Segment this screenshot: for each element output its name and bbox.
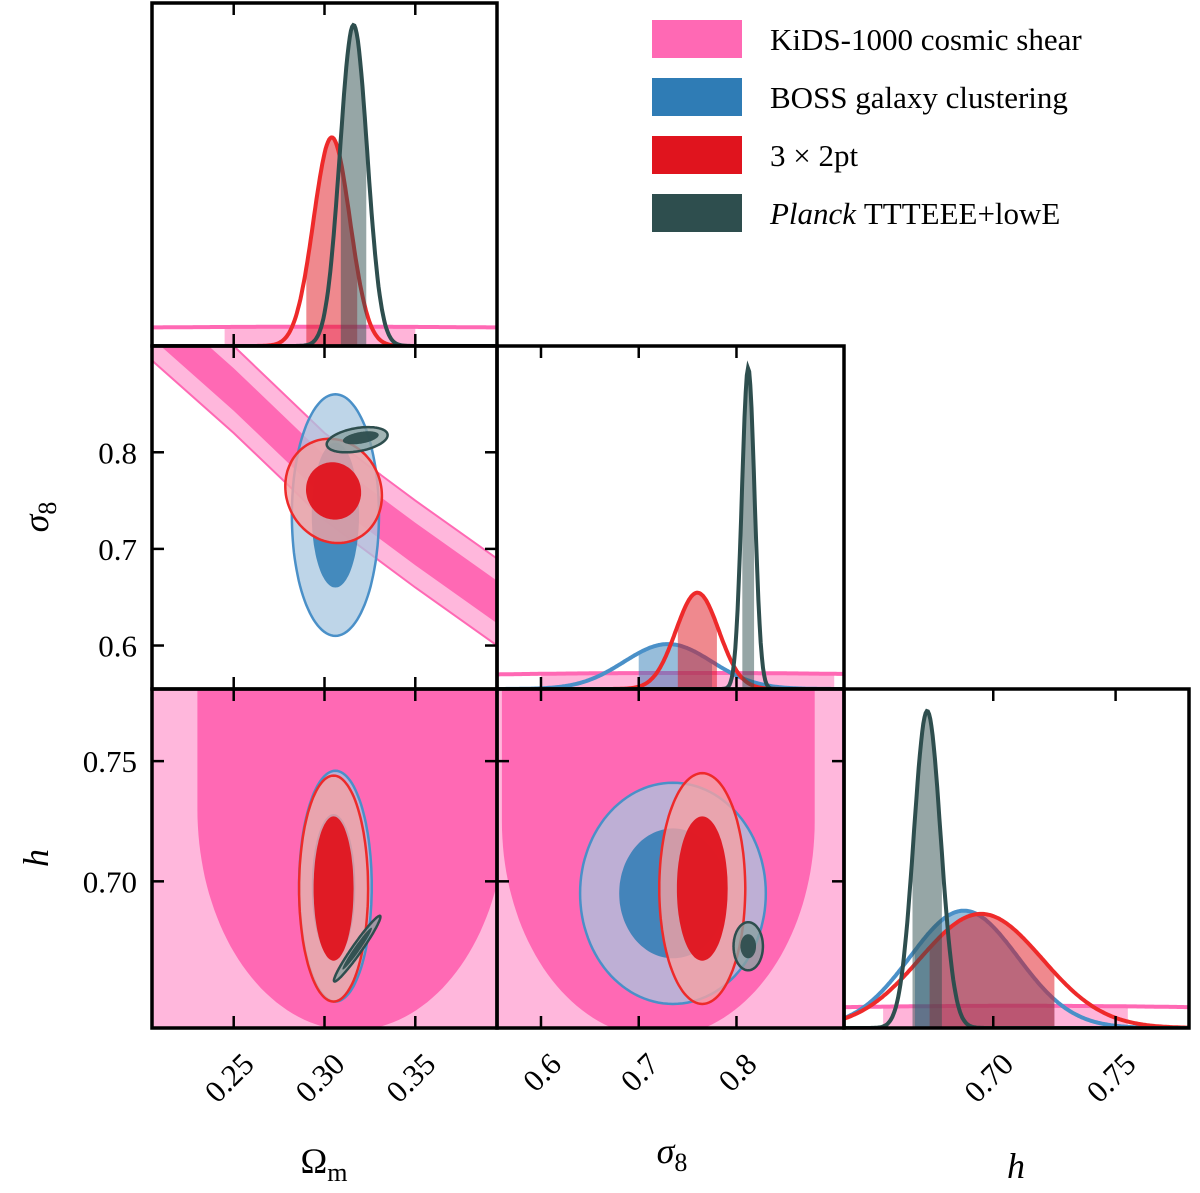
legend-entry-text: BOSS galaxy clustering bbox=[770, 80, 1068, 115]
contour-inner-series-3 bbox=[342, 927, 372, 970]
x-axis-label-sigma-8: σ8 bbox=[657, 1131, 688, 1177]
legend-entry: KiDS-1000 cosmic shear bbox=[770, 22, 1082, 57]
y-tick-label: 0.6 bbox=[98, 629, 137, 664]
contour-panel-sigma_8-h bbox=[497, 689, 844, 1028]
legend-entry: 3 × 2pt bbox=[770, 138, 858, 173]
panel-frame bbox=[842, 687, 1191, 1030]
marginal-curve-series-3 bbox=[844, 708, 1189, 1028]
contour-inner-series-3 bbox=[342, 431, 379, 445]
x-tick-label: 0.8 bbox=[711, 1046, 763, 1098]
contour-inner-series-2 bbox=[676, 816, 728, 961]
legend-entry: Planck TTTEEE+lowE bbox=[769, 196, 1060, 231]
marginal-panel-sigma_8 bbox=[497, 360, 844, 689]
contour-panel-omega_m-h bbox=[152, 689, 497, 1028]
y-axis-label-h: h bbox=[16, 849, 56, 867]
legend-entry-italic: Planck bbox=[769, 196, 864, 231]
marginal-curve-series-2 bbox=[152, 135, 497, 346]
y-tick-label: 0.70 bbox=[83, 864, 137, 899]
axis-label-symbol: h bbox=[16, 849, 56, 867]
marginal-fill-series-3 bbox=[340, 25, 367, 346]
x-tick-label: 0.30 bbox=[288, 1046, 351, 1109]
axis-label-subscript: 8 bbox=[674, 1148, 687, 1177]
marginal-fill-series-2 bbox=[677, 592, 717, 689]
contour-panel-omega_m-sigma_8 bbox=[152, 346, 497, 647]
panel-frame bbox=[495, 344, 846, 691]
marginal-sigma_8-series-3 bbox=[497, 360, 844, 689]
x-axis-label-h: h bbox=[1007, 1146, 1025, 1186]
legend-entry: BOSS galaxy clustering bbox=[770, 80, 1068, 115]
legend-swatch bbox=[652, 78, 742, 116]
axis-label-symbol: σ bbox=[16, 513, 56, 532]
y-tick-label: 0.8 bbox=[98, 435, 137, 470]
axis-label-subscript: m bbox=[327, 1158, 347, 1187]
y-tick-label: 0.75 bbox=[83, 744, 137, 779]
x-tick-label: 0.75 bbox=[1079, 1046, 1142, 1109]
axis-label-symbol: h bbox=[1007, 1146, 1025, 1186]
marginal-h-series-3 bbox=[844, 708, 1189, 1028]
axis-label-subscript: 8 bbox=[33, 502, 62, 515]
marginal-fill-series-2 bbox=[929, 913, 1055, 1028]
x-axis-label-omega-m: Ωm bbox=[301, 1141, 348, 1187]
legend-swatch bbox=[652, 20, 742, 58]
y-axis-label-sigma-8: σ8 bbox=[16, 502, 62, 533]
axis-label-symbol: Ω bbox=[301, 1141, 328, 1181]
marginal-panel-h bbox=[844, 708, 1189, 1028]
legend-entry-text: TTTEEE+lowE bbox=[864, 196, 1061, 231]
contour-inner-series-2 bbox=[306, 462, 362, 520]
marginal-fill-series-3 bbox=[912, 711, 942, 1028]
y-tick-label: 0.7 bbox=[98, 532, 137, 567]
legend-entry-text: KiDS-1000 cosmic shear bbox=[770, 22, 1082, 57]
legend-swatch bbox=[652, 136, 742, 174]
legend-swatch bbox=[652, 194, 742, 232]
panels bbox=[152, 22, 1189, 1028]
x-tick-label: 0.7 bbox=[614, 1046, 666, 1098]
legend: KiDS-1000 cosmic shear BOSS galaxy cluste… bbox=[652, 20, 1082, 232]
tick-marks bbox=[152, 3, 1117, 1028]
marginal-curve-series-2 bbox=[497, 590, 844, 689]
x-tick-label: 0.35 bbox=[379, 1046, 442, 1109]
x-tick-label: 0.25 bbox=[198, 1046, 261, 1109]
marginal-omega_m-series-3 bbox=[152, 22, 497, 346]
contour-inner-series-3 bbox=[740, 934, 756, 959]
x-tick-label: 0.6 bbox=[516, 1046, 568, 1098]
marginal-curve-series-3 bbox=[152, 22, 497, 346]
contour-inner-series-2 bbox=[313, 816, 354, 961]
marginal-panel-omega_m bbox=[152, 22, 497, 346]
axis-label-symbol: σ bbox=[657, 1131, 676, 1171]
marginal-sigma_8-series-2 bbox=[497, 590, 844, 689]
legend-entry-text: 3 × 2pt bbox=[770, 138, 858, 173]
x-tick-label: 0.70 bbox=[957, 1046, 1020, 1109]
